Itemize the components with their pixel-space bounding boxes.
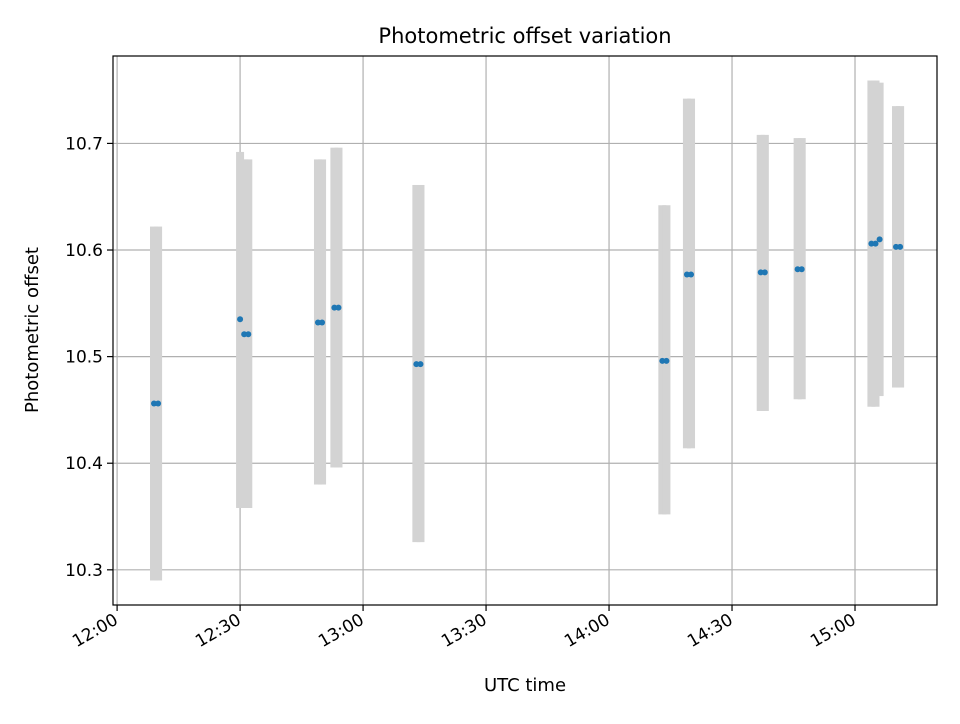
data-point	[688, 271, 695, 278]
data-point	[335, 304, 342, 311]
data-point	[319, 319, 326, 326]
data-point	[798, 266, 805, 273]
data-points	[150, 236, 904, 407]
data-point	[761, 269, 768, 276]
y-tick-label: 10.7	[65, 134, 103, 154]
y-tick-label: 10.3	[65, 561, 103, 581]
data-point	[245, 331, 252, 338]
data-point	[417, 361, 424, 368]
error-bar	[236, 151, 245, 508]
data-point	[893, 243, 900, 250]
data-point	[757, 269, 764, 276]
y-axis-label: Photometric offset	[22, 247, 43, 413]
data-point	[241, 331, 248, 338]
x-axis-label: UTC time	[484, 675, 566, 696]
y-tick-label: 10.5	[65, 348, 103, 368]
data-point	[331, 304, 338, 311]
y-tick-label: 10.4	[65, 454, 103, 474]
data-point	[868, 240, 875, 247]
data-point	[897, 243, 904, 250]
data-point	[155, 400, 162, 407]
y-tick-label: 10.6	[65, 241, 103, 261]
data-point	[237, 316, 244, 323]
data-point	[683, 271, 690, 278]
data-point	[150, 400, 157, 407]
data-point	[872, 240, 879, 247]
plot-frame	[112, 55, 938, 606]
chart-title: Photometric offset variation	[378, 24, 671, 48]
data-point	[314, 319, 321, 326]
data-point	[794, 266, 801, 273]
data-point	[413, 361, 420, 368]
data-point	[876, 236, 883, 243]
data-point	[659, 357, 666, 364]
data-point	[663, 357, 670, 364]
